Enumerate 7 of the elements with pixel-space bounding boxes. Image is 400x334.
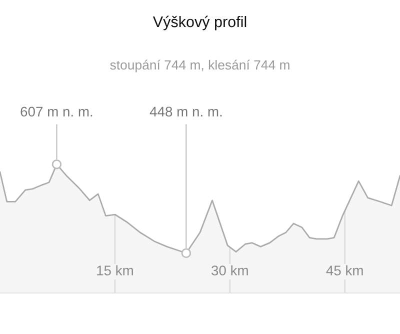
chart-title: Výškový profil — [152, 16, 246, 30]
x-tick-label: 45 km — [326, 265, 363, 276]
annotation: 607 m n. m. — [20, 106, 92, 117]
x-tick-label: 15 km — [97, 265, 133, 276]
x-tick-label: 30 km — [212, 265, 248, 276]
chart-subtitle: stoupání 744 m, klesání 744 m — [110, 60, 290, 72]
annotation: 448 m n. m. — [150, 106, 222, 117]
